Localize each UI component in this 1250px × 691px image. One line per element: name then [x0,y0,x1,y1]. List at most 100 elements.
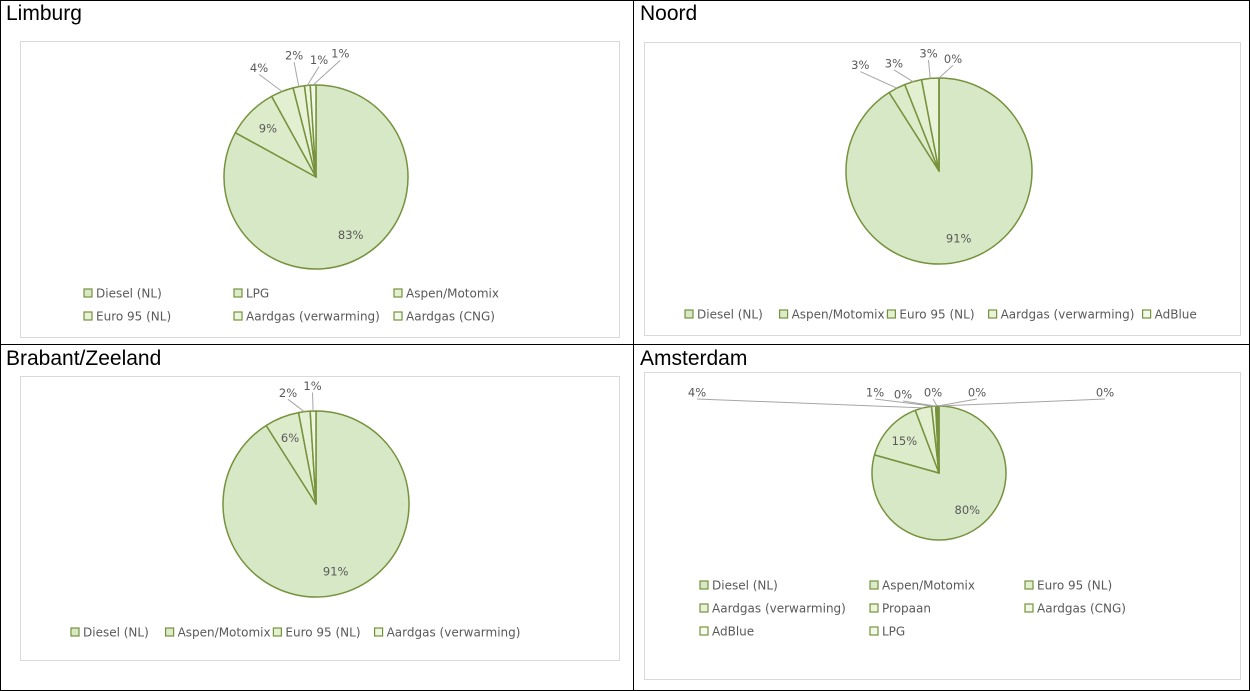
legend-swatch [70,627,80,637]
pie-slices [845,77,1033,265]
legend-swatch [699,603,709,613]
region-title-brabant-zeeland: Brabant/Zeeland [6,347,162,370]
legend-label: Aardgas (CNG) [1037,602,1126,616]
data-label-aardgas-cng: 1% [331,47,349,61]
leader-line [306,66,320,86]
pie-slice-lpg [937,405,940,474]
data-label-aspen-motomix: 4% [250,61,268,75]
legend-item-euro-95-nl: Euro 95 (NL) [272,626,361,640]
chart-amsterdam: 80% 15% 4% 1% 0% 0% 0% 0% Diesel (NL) Aspen/Motom… [644,372,1241,680]
data-labels: 80% 15% 4% 1% 0% 0% 0% 0% [688,386,1114,517]
data-label-aardgas-verwarming: 1% [866,386,884,400]
legend-label: Euro 95 (NL) [285,626,360,640]
legend-item-aardgas-verwarming: Aardgas (verwarming) [699,602,846,616]
leader-line [696,398,924,409]
legend-item-lpg: LPG [233,287,269,301]
data-labels: 91% 3% 3% 3% 0% [851,46,971,245]
data-label-aardgas-verwarming: 1% [303,379,321,393]
legend-swatch [393,311,403,321]
legend-swatch [699,580,709,590]
legend-item-adblue: AdBlue [699,625,754,639]
panel-amsterdam: Amsterdam 80% 15% 4% 1% 0% 0% 0% 0% Diesel (NL) A… [634,345,1250,691]
leader-line [928,59,931,79]
legend-swatch [1142,309,1152,319]
legend-swatch [869,603,879,613]
legend-label: Propaan [882,602,931,616]
legend-item-euro-95-nl: Euro 95 (NL) [83,310,171,324]
leader-line [287,398,305,413]
pie-chart-limburg: 83% 9% 4% 2% 1% 1% Diesel (NL) LPG Aspen/Motomix… [83,47,499,324]
legend-swatch [83,288,93,298]
panel-noord: Noord 91% 3% 3% 3% 0% Diesel (NL) Aspen/Motomi… [634,0,1250,344]
legend-item-aardgas-verwarming: Aardgas (verwarming) [233,310,380,324]
chart-brabant-zeeland: 91% 6% 2% 1% Diesel (NL) Aspen/Motomix Euro 95… [20,376,620,661]
leader-line [258,73,283,92]
legend-label: Diesel (NL) [712,579,778,593]
legend-swatch [1024,603,1034,613]
data-label-euro-95-nl: 4% [688,386,706,400]
leader-line [902,400,937,407]
legend-label: LPG [246,287,269,301]
data-label-diesel-nl: 91% [323,564,349,578]
legend: Diesel (NL) Aspen/Motomix Euro 95 (NL) Aard… [699,579,1126,639]
legend-item-aardgas-cng: Aardgas (CNG) [393,310,495,324]
legend-item-lpg: LPG [869,625,905,639]
legend-label: Aspen/Motomix [406,287,499,301]
pie-chart-brabant-zeeland: 91% 6% 2% 1% Diesel (NL) Aspen/Motomix Euro 95… [70,379,521,640]
data-label-euro-95-nl: 2% [279,386,297,400]
chart-limburg: 83% 9% 4% 2% 1% 1% Diesel (NL) LPG Aspen/Motomix… [20,41,620,338]
panel-brabant-zeeland: Brabant/Zeeland 91% 6% 2% 1% Diesel (NL) Aspe… [0,345,633,691]
legend-label: Aardgas (verwarming) [387,626,521,640]
leader-line [312,59,341,86]
chart-noord: 91% 3% 3% 3% 0% Diesel (NL) Aspen/Motomix Euro … [644,42,1241,336]
legend-swatch [374,627,384,637]
panel-limburg: Limburg 83% 9% 4% 2% 1% 1% Diesel (NL) LPG Aspen… [0,0,633,344]
legend-item-euro-95-nl: Euro 95 (NL) [1024,579,1112,593]
region-title-amsterdam: Amsterdam [640,347,748,370]
legend-item-aardgas-verwarming: Aardgas (verwarming) [374,626,521,640]
legend-item-aardgas-verwarming: Aardgas (verwarming) [988,308,1134,322]
leader-line [937,398,978,407]
legend-item-aspen-motomix: Aspen/Motomix [393,287,499,301]
pie-slice-aardgas-cng [309,84,317,178]
data-label-aardgas-verwarming: 3% [919,46,937,60]
legend-label: AdBlue [1155,308,1197,322]
legend-label: Aspen/Motomix [882,579,975,593]
legend-label: Euro 95 (NL) [1037,579,1112,593]
data-label-aardgas-verwarming: 1% [310,53,328,67]
legend-label: Aardgas (verwarming) [246,310,380,324]
data-label-lpg: 0% [1096,386,1114,400]
legend: Diesel (NL) Aspen/Motomix Euro 95 (NL) Aard… [70,626,521,640]
legend-label: Aspen/Motomix [792,308,885,322]
legend-label: Aardgas (CNG) [406,310,495,324]
legend-label: Aardgas (verwarming) [712,602,846,616]
legend: Diesel (NL) LPG Aspen/Motomix Euro 95 (NL) A… [83,287,499,324]
legend-item-euro-95-nl: Euro 95 (NL) [886,308,975,322]
legend-swatch [272,627,282,637]
legend-swatch [233,288,243,298]
legend-item-diesel-nl: Diesel (NL) [70,626,149,640]
data-label-lpg: 9% [259,121,277,135]
legend-item-aspen-motomix: Aspen/Motomix [165,626,271,640]
legend-swatch [1024,580,1034,590]
region-title-noord: Noord [640,2,698,25]
pie-slices [223,84,409,270]
legend-label: Diesel (NL) [83,626,149,640]
data-label-diesel-nl: 83% [338,228,364,242]
pie-slices [871,405,1007,541]
leader-line [893,69,914,83]
leader-line [938,65,954,79]
legend-swatch [869,626,879,636]
legend-label: Diesel (NL) [96,287,162,301]
legend-swatch [699,626,709,636]
legend-item-diesel-nl: Diesel (NL) [699,579,778,593]
data-label-adblue: 0% [968,386,986,400]
legend-item-aspen-motomix: Aspen/Motomix [869,579,975,593]
data-label-diesel-nl: 80% [955,503,981,517]
region-title-limburg: Limburg [6,2,82,25]
pie-chart-noord: 91% 3% 3% 3% 0% Diesel (NL) Aspen/Motomix Euro … [684,46,1197,322]
legend-label: LPG [882,625,905,639]
data-label-propaan: 0% [894,388,912,402]
legend-label: Diesel (NL) [697,308,763,322]
legend-swatch [83,311,93,321]
